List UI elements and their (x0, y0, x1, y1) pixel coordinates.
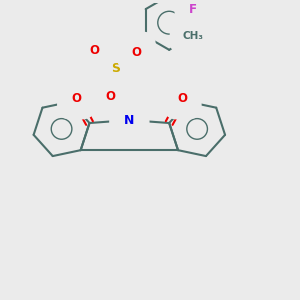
Text: CH₃: CH₃ (182, 31, 203, 41)
Text: N: N (124, 114, 134, 127)
Text: O: O (105, 90, 115, 103)
Text: O: O (71, 92, 81, 105)
Text: O: O (178, 92, 188, 105)
Text: O: O (132, 46, 142, 59)
Text: F: F (189, 3, 197, 16)
Text: O: O (89, 44, 99, 57)
Text: S: S (112, 62, 121, 75)
